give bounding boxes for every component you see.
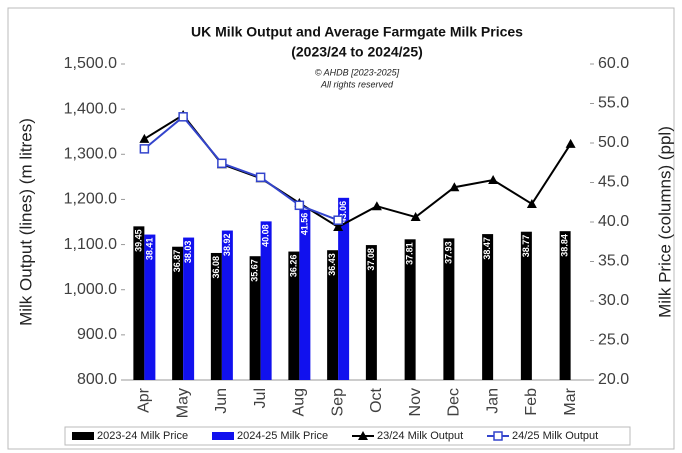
bar: [559, 231, 571, 380]
bar: [338, 197, 350, 380]
value-label: 36.26: [288, 255, 298, 278]
y-tick-label: 1,500.0: [64, 55, 117, 72]
y-tick-label: 1,000.0: [64, 281, 117, 298]
legend-label: 24/25 Milk Output: [512, 430, 598, 442]
bar: [133, 226, 145, 380]
x-tick-label: May: [174, 388, 191, 418]
y2-tick-label: 50.0: [598, 134, 629, 151]
y-tick-label: 1,200.0: [64, 191, 117, 208]
legend-label: 2024-25 Milk Price: [237, 430, 328, 442]
line-marker: [333, 215, 343, 225]
bar: [299, 209, 311, 380]
bar: [249, 256, 261, 380]
value-label: 40.08: [261, 224, 271, 247]
value-label: 38.03: [183, 241, 193, 264]
line-marker: [217, 158, 227, 169]
bar: [404, 239, 416, 380]
value-label: 41.56: [299, 213, 309, 236]
y2-tick-label: 25.0: [598, 332, 629, 349]
y-tick-label: 1,100.0: [64, 236, 117, 253]
x-tick-label: Nov: [407, 388, 424, 416]
bar: [327, 250, 339, 380]
y2-tick-label: 30.0: [598, 292, 629, 309]
line-marker: [488, 175, 499, 185]
line-marker: [371, 201, 382, 211]
y2-axis-title: Milk Price (columns) (ppl): [655, 126, 674, 318]
bar: [260, 221, 272, 380]
value-label: 36.87: [172, 250, 182, 273]
value-label: 37.93: [443, 241, 453, 264]
value-label: 39.45: [133, 229, 143, 252]
y2-tick-label: 45.0: [598, 174, 629, 191]
line-marker: [410, 212, 421, 222]
y-tick-label: 800.0: [77, 371, 117, 388]
y2-tick-label: 60.0: [598, 55, 629, 72]
annotation: All rights reserved: [320, 79, 394, 89]
legend-marker: [493, 431, 503, 441]
value-label: 36.43: [327, 253, 337, 276]
chart-subtitle: (2023/24 to 2024/25): [291, 44, 423, 60]
legend-swatch: [72, 432, 94, 440]
y-tick-label: 900.0: [77, 326, 117, 343]
line-marker: [449, 182, 460, 192]
legend-label: 23/24 Milk Output: [377, 430, 463, 442]
y-tick-label: 1,300.0: [64, 146, 117, 163]
x-tick-label: Dec: [446, 388, 463, 416]
bar: [183, 237, 195, 380]
x-tick-label: Jul: [252, 388, 269, 408]
line-marker: [255, 172, 266, 183]
value-label: 35.67: [250, 259, 260, 282]
line-marker: [139, 144, 150, 154]
bar: [221, 230, 233, 380]
chart-title: UK Milk Output and Average Farmgate Milk…: [191, 24, 523, 40]
y2-tick-label: 20.0: [598, 371, 629, 388]
line-marker: [139, 133, 150, 143]
value-label: 38.77: [521, 235, 531, 258]
y2-tick-label: 55.0: [598, 95, 629, 112]
bar: [172, 246, 184, 380]
legend-marker: [358, 431, 368, 440]
bar: [520, 231, 532, 380]
y2-tick-label: 35.0: [598, 253, 629, 270]
value-label: 38.84: [560, 234, 570, 257]
y-axis-title: Milk Output (lines) (m litres): [16, 118, 35, 326]
x-tick-label: Sep: [329, 388, 346, 417]
x-tick-label: Jun: [213, 388, 230, 414]
line: [143, 115, 339, 222]
value-label: 43.06: [338, 201, 348, 224]
x-tick-label: Aug: [291, 388, 308, 416]
line-marker: [526, 198, 537, 208]
legend-swatch: [212, 432, 234, 440]
value-label: 37.08: [366, 248, 376, 271]
value-label: 36.08: [211, 256, 221, 279]
line-marker: [178, 112, 188, 122]
value-label: 38.92: [222, 234, 232, 257]
bar: [482, 234, 494, 380]
x-tick-label: Jan: [484, 388, 501, 414]
value-label: 38.41: [144, 238, 154, 261]
line-marker: [565, 138, 576, 148]
x-tick-label: Apr: [136, 387, 153, 413]
y2-tick-label: 40.0: [598, 213, 629, 230]
y-tick-label: 1,400.0: [64, 100, 117, 117]
value-label: 37.81: [405, 242, 415, 265]
x-tick-label: Feb: [523, 388, 540, 416]
bar: [288, 251, 300, 380]
legend-frame: [64, 426, 631, 446]
bar: [443, 238, 455, 380]
legend-label: 2023-24 Milk Price: [97, 430, 188, 442]
x-tick-label: Mar: [562, 387, 579, 415]
annotation: © AHDB [2023-2025]: [315, 67, 400, 77]
line-marker: [333, 221, 344, 231]
x-tick-label: Oct: [368, 387, 385, 412]
bar: [144, 234, 156, 380]
line-marker: [294, 200, 305, 211]
value-label: 38.47: [482, 237, 492, 260]
bar: [210, 252, 222, 380]
bar: [365, 245, 377, 380]
